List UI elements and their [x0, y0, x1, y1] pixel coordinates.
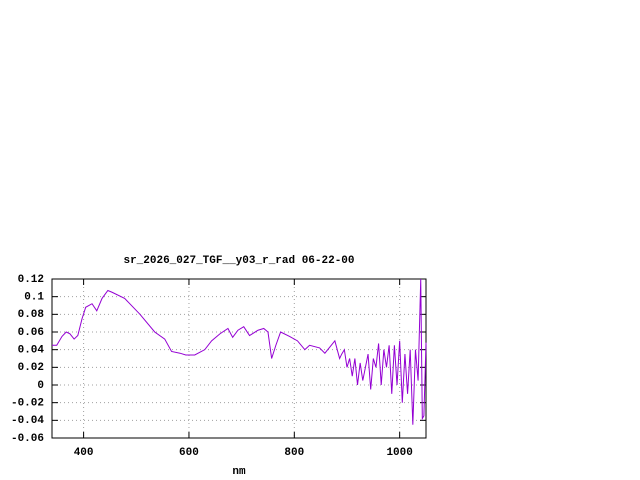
x-tick-label: 800	[284, 447, 304, 459]
x-tick-label: 1000	[386, 447, 412, 459]
y-tick-label: 0.02	[18, 362, 44, 374]
x-tick-label: 600	[179, 447, 199, 459]
y-tick-label: -0.04	[11, 415, 44, 427]
y-tick-label: 0.12	[18, 274, 44, 286]
x-axis-label: nm	[232, 466, 246, 478]
chart-title: sr_2026_027_TGF__y03_r_rad 06-22-00	[123, 255, 354, 267]
x-tick-label: 400	[74, 447, 94, 459]
data-line	[52, 278, 427, 425]
y-tick-label: 0.08	[18, 309, 45, 321]
y-tick-label: 0.06	[18, 327, 44, 339]
y-tick-label: -0.06	[11, 433, 44, 445]
y-tick-label: 0.04	[18, 345, 45, 357]
plot-border	[51, 278, 427, 439]
y-tick-label: 0.1	[24, 292, 44, 304]
y-tick-label: -0.02	[11, 398, 44, 410]
y-tick-label: 0	[37, 380, 44, 392]
